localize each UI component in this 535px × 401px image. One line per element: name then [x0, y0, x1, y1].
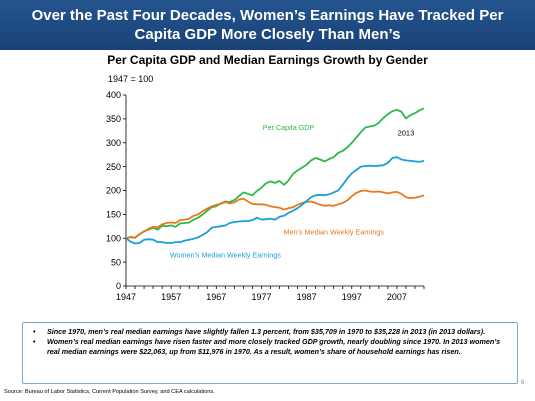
line-chart: 1947 = 100 0 50 100 150 200 250 300 350 400 1947 19… [106, 74, 425, 302]
x-tick-label: 1997 [342, 292, 362, 302]
y-tick-label: 400 [106, 90, 121, 100]
annotation-label: 2013 [398, 129, 415, 138]
y-tick-label: 150 [106, 210, 121, 220]
chart-axes [123, 94, 425, 289]
slide-title: Over the Past Four Decades, Women’s Earn… [31, 7, 504, 43]
x-tick-label: 1947 [116, 292, 136, 302]
note-text: Women’s real median earnings have risen … [47, 337, 501, 356]
note-text: Since 1970, men’s real median earnings h… [47, 327, 486, 336]
y-tick-label: 50 [111, 257, 121, 267]
chart-labels: 1947 = 100 0 50 100 150 200 250 300 350 400 1947 19… [106, 74, 414, 302]
series-label: Women's Median Weekly Earnings [170, 250, 281, 259]
series-line [125, 107, 425, 240]
x-tick-label: 1967 [206, 292, 226, 302]
y-axis-label: 1947 = 100 [108, 74, 153, 84]
y-tick-label: 100 [106, 233, 121, 243]
y-tick-label: 250 [106, 162, 121, 172]
notes-box: • Since 1970, men’s real median earnings … [22, 322, 518, 384]
slide-header: Over the Past Four Decades, Women’s Earn… [0, 0, 535, 50]
x-tick-label: 1957 [161, 292, 181, 302]
bullet-icon: • [33, 327, 36, 336]
note-item: • Since 1970, men’s real median earnings … [29, 327, 509, 336]
x-tick-label: 2007 [387, 292, 407, 302]
bullet-icon: • [33, 337, 36, 347]
series-line [125, 156, 425, 245]
y-tick-label: 0 [116, 281, 121, 291]
chart-series [125, 107, 425, 245]
source-note: Source: Bureau of Labor Statistics, Curr… [4, 389, 215, 395]
series-line [125, 189, 425, 240]
series-label: Men's Median Weekly Earnings [284, 227, 385, 236]
y-tick-label: 200 [106, 186, 121, 196]
page-number: 6 [521, 380, 525, 386]
chart-title: Per Capita GDP and Median Earnings Growt… [107, 53, 428, 67]
y-tick-label: 300 [106, 138, 121, 148]
y-tick-label: 350 [106, 114, 121, 124]
x-tick-label: 1987 [297, 292, 317, 302]
x-tick-label: 1977 [251, 292, 271, 302]
note-item: • Women’s real median earnings have risen… [29, 337, 509, 356]
series-label: Per Capita GDP [263, 123, 315, 132]
